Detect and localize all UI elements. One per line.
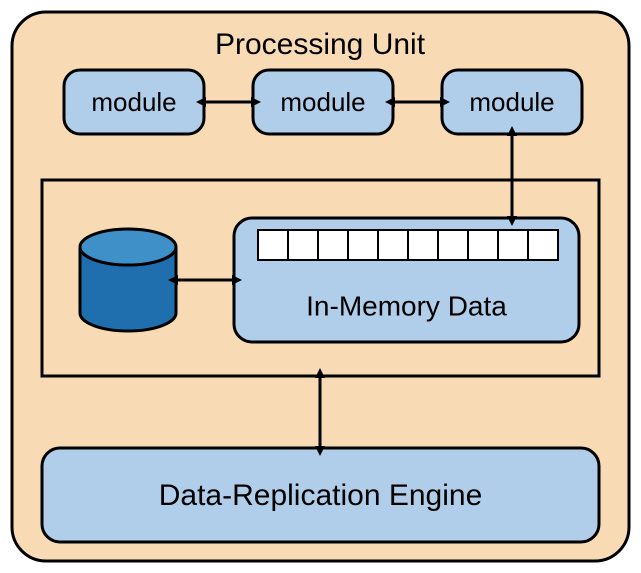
module-label-3: module — [469, 87, 554, 117]
processing-unit-title: Processing Unit — [215, 28, 426, 61]
module-label-1: module — [91, 87, 176, 117]
data-replication-engine-label: Data-Replication Engine — [159, 479, 483, 512]
module-label-2: module — [280, 87, 365, 117]
in-memory-data-label: In-Memory Data — [306, 290, 507, 321]
database-icon-top — [80, 229, 176, 265]
